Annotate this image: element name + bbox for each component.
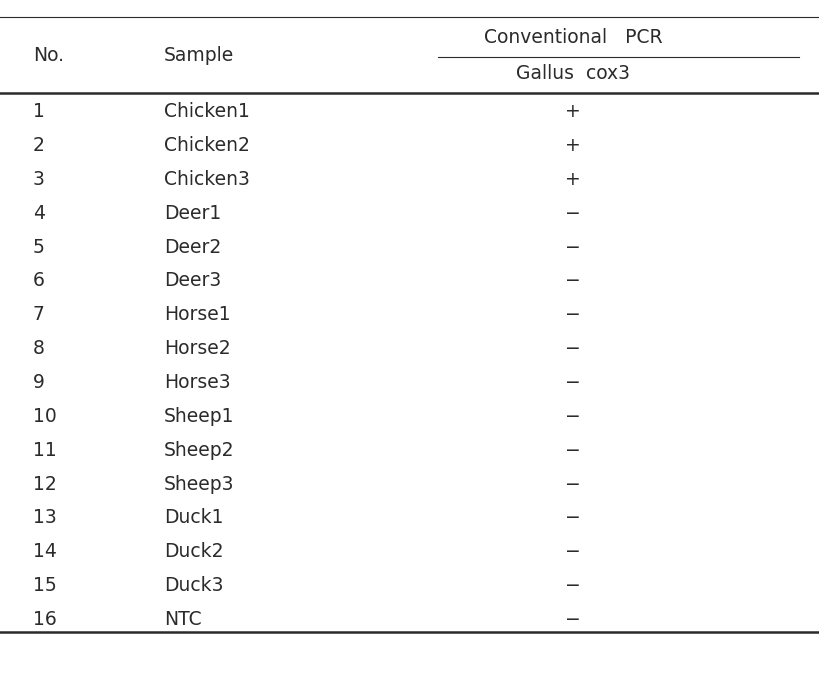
Text: −: − bbox=[565, 610, 581, 629]
Text: −: − bbox=[565, 238, 581, 257]
Text: 2: 2 bbox=[33, 136, 44, 155]
Text: No.: No. bbox=[33, 46, 64, 65]
Text: 3: 3 bbox=[33, 170, 44, 189]
Text: −: − bbox=[565, 339, 581, 358]
Text: −: − bbox=[565, 508, 581, 527]
Text: Chicken2: Chicken2 bbox=[164, 136, 250, 155]
Text: Gallus  cox3: Gallus cox3 bbox=[516, 64, 631, 83]
Text: Duck3: Duck3 bbox=[164, 576, 224, 595]
Text: Sheep1: Sheep1 bbox=[164, 407, 234, 426]
Text: Deer1: Deer1 bbox=[164, 204, 221, 223]
Text: Sample: Sample bbox=[164, 46, 234, 65]
Text: −: − bbox=[565, 204, 581, 223]
Text: Horse2: Horse2 bbox=[164, 339, 230, 358]
Text: 12: 12 bbox=[33, 475, 57, 494]
Text: Deer2: Deer2 bbox=[164, 238, 221, 257]
Text: +: + bbox=[565, 170, 581, 189]
Text: −: − bbox=[565, 576, 581, 595]
Text: 9: 9 bbox=[33, 373, 44, 392]
Text: Chicken1: Chicken1 bbox=[164, 102, 250, 121]
Text: 6: 6 bbox=[33, 271, 44, 290]
Text: −: − bbox=[565, 542, 581, 561]
Text: Duck2: Duck2 bbox=[164, 542, 224, 561]
Text: −: − bbox=[565, 373, 581, 392]
Text: +: + bbox=[565, 102, 581, 121]
Text: 7: 7 bbox=[33, 305, 44, 324]
Text: −: − bbox=[565, 305, 581, 324]
Text: −: − bbox=[565, 407, 581, 426]
Text: 1: 1 bbox=[33, 102, 44, 121]
Text: +: + bbox=[565, 136, 581, 155]
Text: Horse1: Horse1 bbox=[164, 305, 230, 324]
Text: Deer3: Deer3 bbox=[164, 271, 221, 290]
Text: 13: 13 bbox=[33, 508, 57, 527]
Text: 10: 10 bbox=[33, 407, 57, 426]
Text: Sheep3: Sheep3 bbox=[164, 475, 234, 494]
Text: 8: 8 bbox=[33, 339, 44, 358]
Text: Sheep2: Sheep2 bbox=[164, 441, 234, 460]
Text: Horse3: Horse3 bbox=[164, 373, 230, 392]
Text: 14: 14 bbox=[33, 542, 57, 561]
Text: 15: 15 bbox=[33, 576, 57, 595]
Text: Conventional   PCR: Conventional PCR bbox=[484, 28, 663, 47]
Text: Duck1: Duck1 bbox=[164, 508, 224, 527]
Text: −: − bbox=[565, 441, 581, 460]
Text: Chicken3: Chicken3 bbox=[164, 170, 250, 189]
Text: 5: 5 bbox=[33, 238, 44, 257]
Text: NTC: NTC bbox=[164, 610, 201, 629]
Text: 11: 11 bbox=[33, 441, 57, 460]
Text: 16: 16 bbox=[33, 610, 57, 629]
Text: 4: 4 bbox=[33, 204, 45, 223]
Text: −: − bbox=[565, 475, 581, 494]
Text: −: − bbox=[565, 271, 581, 290]
